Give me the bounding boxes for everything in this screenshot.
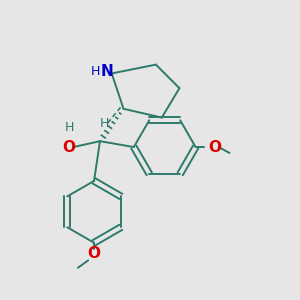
- Text: O: O: [88, 246, 100, 261]
- Text: O: O: [208, 140, 221, 154]
- Text: O: O: [62, 140, 76, 154]
- Text: N: N: [101, 64, 114, 80]
- Text: H: H: [100, 117, 109, 130]
- Text: H: H: [91, 65, 100, 79]
- Text: H: H: [64, 122, 74, 134]
